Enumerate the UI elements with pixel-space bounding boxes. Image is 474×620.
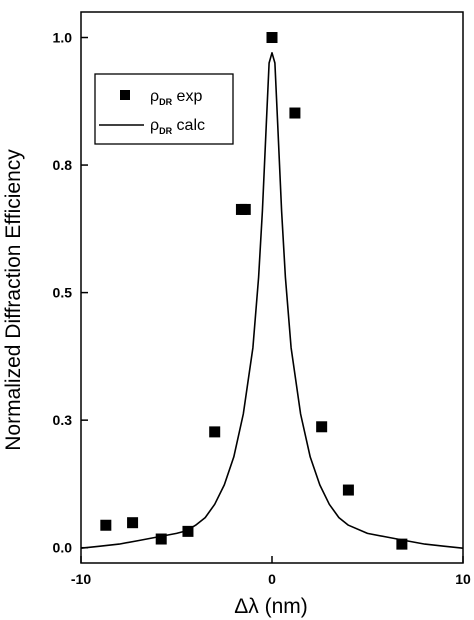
y-tick-label: 1.0 [53, 30, 73, 46]
x-tick-label: -10 [71, 571, 91, 587]
x-tick-label: 10 [455, 571, 471, 587]
exp-point [266, 32, 278, 44]
y-tick-label: 0.8 [53, 157, 73, 173]
exp-series [100, 32, 408, 550]
exp-point [289, 107, 301, 119]
exp-point [182, 525, 194, 537]
legend-marker-exp [120, 90, 130, 100]
exp-point [342, 484, 354, 496]
legend-box [94, 73, 234, 145]
exp-point [209, 426, 221, 438]
legend-label-exp: ρDR exp [150, 88, 202, 107]
x-tick-label: 0 [268, 571, 276, 587]
x-axis-label: Δλ (nm) [234, 595, 308, 618]
y-axis-label: Normalized Diffraction Efficiency [2, 149, 25, 451]
exp-point [396, 538, 408, 550]
legend: ρDR exp ρDR calc [94, 73, 234, 145]
exp-point [100, 519, 112, 531]
exp-point [239, 203, 251, 215]
exp-point [155, 533, 167, 545]
legend-label-calc: ρDR calc [150, 117, 205, 136]
y-tick-label: 0.0 [53, 540, 73, 556]
exp-point [316, 421, 328, 433]
exp-point [127, 517, 139, 529]
ticks: 0.0 0.3 0.5 0.8 1.0 -10 0 10 [53, 30, 471, 587]
y-tick-label: 0.5 [53, 285, 73, 301]
y-tick-label: 0.3 [53, 412, 73, 428]
